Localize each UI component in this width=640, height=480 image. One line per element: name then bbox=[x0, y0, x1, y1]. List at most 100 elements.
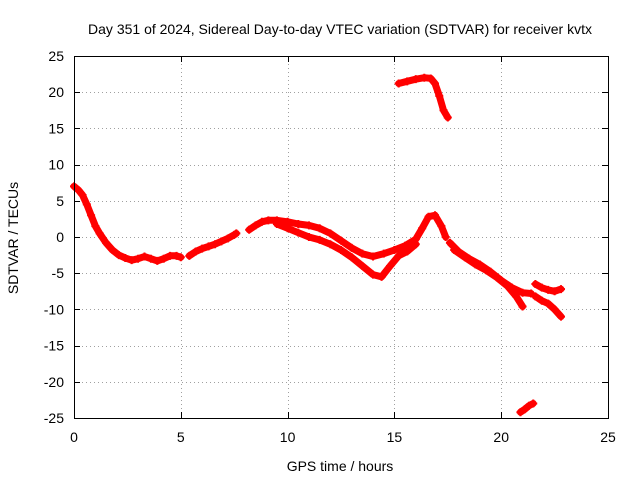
data-point bbox=[232, 229, 241, 238]
data-point bbox=[450, 246, 459, 255]
data-point bbox=[176, 253, 185, 262]
y-tick-label: 20 bbox=[48, 84, 64, 100]
data-point bbox=[482, 266, 491, 275]
data-point bbox=[294, 228, 303, 237]
data-point bbox=[272, 219, 281, 228]
data-point bbox=[304, 233, 313, 241]
y-tick-label: 25 bbox=[48, 48, 64, 64]
data-point bbox=[95, 229, 104, 238]
data-point bbox=[531, 292, 540, 301]
data-point bbox=[191, 247, 200, 256]
data-point bbox=[121, 253, 130, 262]
data-point bbox=[315, 224, 324, 233]
y-tick-label: -25 bbox=[44, 410, 64, 426]
data-point bbox=[140, 252, 149, 261]
data-point bbox=[251, 221, 260, 230]
data-point bbox=[430, 211, 439, 220]
data-point bbox=[503, 282, 512, 291]
data-point bbox=[294, 219, 303, 228]
data-point bbox=[264, 216, 273, 225]
data-point bbox=[369, 252, 378, 261]
data-point bbox=[520, 405, 529, 414]
series-end-cluster bbox=[531, 280, 566, 296]
data-point bbox=[512, 292, 521, 301]
series-main-arc bbox=[70, 182, 185, 265]
data-point bbox=[550, 305, 559, 314]
data-point bbox=[424, 212, 433, 221]
data-point bbox=[403, 247, 412, 256]
data-point bbox=[377, 272, 386, 281]
x-tick-label: 0 bbox=[70, 429, 78, 445]
data-point bbox=[544, 299, 553, 308]
data-point bbox=[390, 246, 399, 255]
grid-lines bbox=[74, 56, 608, 418]
series-long-arc-lower bbox=[272, 219, 420, 281]
data-point bbox=[544, 285, 553, 294]
data-point bbox=[304, 221, 313, 230]
data-point bbox=[347, 253, 356, 262]
data-point bbox=[245, 225, 254, 234]
series-line bbox=[70, 182, 185, 265]
data-point bbox=[403, 77, 412, 86]
series-low-arc bbox=[516, 399, 538, 417]
data-point bbox=[529, 399, 538, 408]
data-point bbox=[358, 261, 367, 270]
data-point bbox=[74, 185, 83, 194]
data-point bbox=[518, 288, 527, 297]
y-tick-label: -20 bbox=[44, 374, 64, 390]
data-point bbox=[557, 312, 566, 321]
data-point bbox=[114, 251, 123, 260]
data-point bbox=[87, 211, 96, 220]
data-point bbox=[91, 222, 100, 231]
data-point bbox=[326, 229, 335, 238]
data-point bbox=[369, 270, 378, 279]
data-point bbox=[460, 253, 469, 262]
series-end-cluster-2 bbox=[531, 292, 566, 321]
y-tick-label: 5 bbox=[56, 193, 64, 209]
data-point bbox=[516, 408, 525, 417]
data-point bbox=[315, 235, 324, 244]
data-point bbox=[127, 256, 136, 265]
data-point bbox=[394, 79, 403, 88]
data-point bbox=[411, 240, 420, 249]
data-point bbox=[441, 233, 450, 241]
data-point bbox=[439, 106, 448, 115]
series-descending-arc bbox=[445, 238, 536, 298]
y-tick-label: 15 bbox=[48, 120, 64, 136]
data-point bbox=[358, 249, 367, 258]
data-point bbox=[159, 254, 168, 263]
y-tick-label: -15 bbox=[44, 338, 64, 354]
y-tick-label: 0 bbox=[56, 229, 64, 245]
data-point bbox=[185, 251, 194, 260]
series-long-arc-upper bbox=[245, 211, 450, 261]
data-point bbox=[401, 241, 410, 250]
data-point bbox=[153, 256, 162, 265]
series-high-arc bbox=[394, 73, 452, 122]
data-point bbox=[198, 244, 207, 253]
x-axis-label: GPS time / hours bbox=[287, 458, 394, 474]
data-point bbox=[102, 238, 111, 247]
x-tick-label: 10 bbox=[280, 429, 296, 445]
x-tick-label: 20 bbox=[493, 429, 509, 445]
data-point bbox=[257, 217, 266, 226]
data-point bbox=[78, 191, 87, 200]
data-series bbox=[70, 73, 566, 417]
series-line bbox=[516, 400, 537, 416]
data-point bbox=[108, 246, 117, 255]
data-point bbox=[518, 302, 527, 311]
tick-labels: 0 5 10 15 20 25 25 20 15 10 5 0 -5 -10 -15 -20 -25 bbox=[44, 48, 616, 445]
data-point bbox=[223, 234, 232, 243]
data-point bbox=[437, 222, 446, 231]
series-descending-arc-2 bbox=[450, 246, 527, 311]
data-point bbox=[134, 254, 143, 263]
x-tick-label: 25 bbox=[600, 429, 616, 445]
y-axis-label: SDTVAR / TECUs bbox=[5, 182, 21, 294]
data-point bbox=[379, 249, 388, 258]
data-point bbox=[283, 224, 292, 233]
data-point bbox=[443, 113, 452, 122]
data-point bbox=[337, 236, 345, 245]
x-tick-label: 15 bbox=[387, 429, 403, 445]
data-point bbox=[537, 283, 546, 292]
data-point bbox=[347, 243, 356, 252]
